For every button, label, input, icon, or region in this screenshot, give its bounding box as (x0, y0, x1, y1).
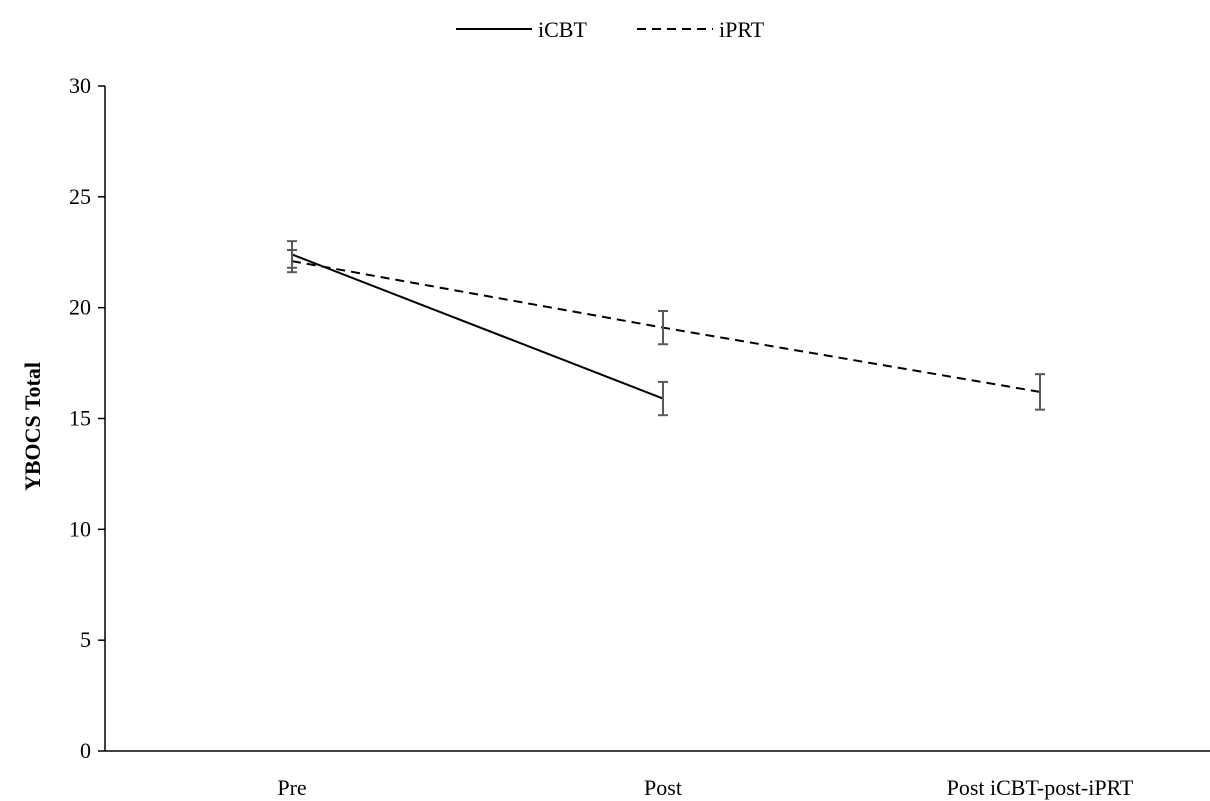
error-bar-iPRT (287, 249, 297, 274)
y-tick-label: 30 (69, 73, 91, 98)
legend: iCBT iPRT (456, 17, 765, 42)
series-line-iCBT (291, 253, 664, 400)
legend-item-iCBT: iCBT (456, 17, 587, 42)
x-tick-label: Pre (277, 775, 306, 800)
y-tick-label: 25 (69, 184, 91, 209)
x-tick-label: Post iCBT-post-iPRT (947, 775, 1134, 800)
x-tick-label: Post (644, 775, 682, 800)
y-tick-label: 10 (69, 516, 91, 541)
y-tick-label: 15 (69, 406, 91, 431)
series-layer (287, 240, 1045, 417)
error-bar-iPRT (1035, 373, 1045, 411)
legend-label-iPRT: iPRT (719, 17, 765, 42)
y-tick-label: 0 (80, 738, 91, 763)
y-tick-label: 20 (69, 295, 91, 320)
error-bar-iPRT (658, 309, 668, 346)
y-axis-title: YBOCS Total (20, 362, 45, 491)
error-bar-iCBT (658, 380, 668, 417)
series-iPRT (287, 249, 1045, 411)
y-tick-label: 5 (80, 627, 91, 652)
series-line-iPRT (291, 260, 1041, 393)
legend-label-iCBT: iCBT (538, 17, 587, 42)
series-iCBT (287, 240, 668, 417)
y-axis: 0 5 10 15 20 25 30 (69, 73, 106, 763)
legend-item-iPRT: iPRT (637, 17, 765, 42)
x-axis: Pre Post Post iCBT-post-iPRT (105, 750, 1210, 800)
